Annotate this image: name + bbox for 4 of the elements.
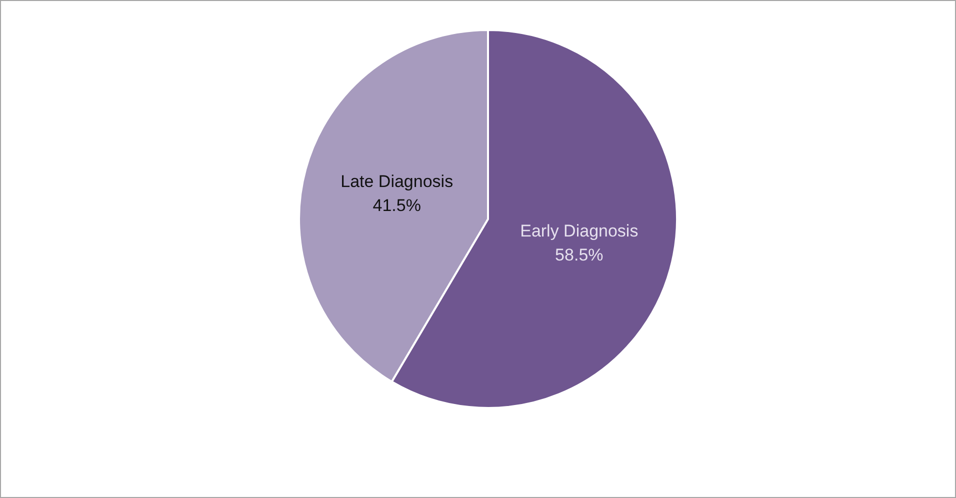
data-label: 41.5%: [372, 196, 421, 215]
data-label: 58.5%: [555, 246, 604, 265]
slice-label: Late Diagnosis: [340, 172, 454, 191]
slice-label: Early Diagnosis: [520, 222, 638, 241]
